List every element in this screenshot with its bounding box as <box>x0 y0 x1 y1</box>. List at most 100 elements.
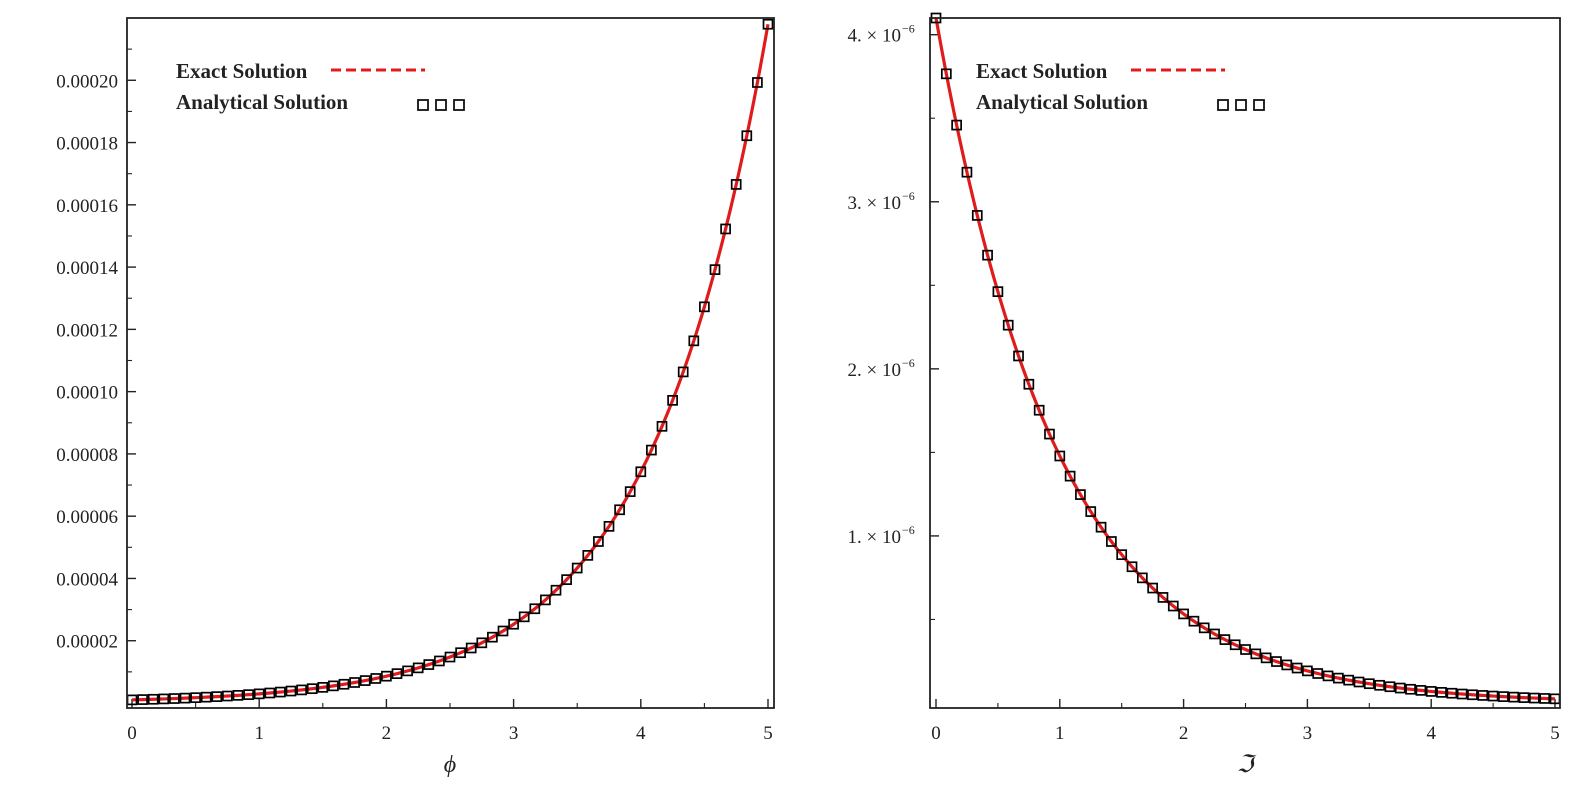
analytical-solution-point <box>1312 668 1324 679</box>
analytical-solution-point <box>253 688 265 700</box>
analytical-solution-point <box>1044 428 1055 440</box>
analytical-solution-point <box>1271 656 1282 667</box>
analytical-solution-point <box>487 631 498 643</box>
legend-entry-analytical: Analytical Solution <box>976 90 1265 114</box>
analytical-solution-point <box>1033 404 1045 416</box>
analytical-solution-point <box>540 594 551 606</box>
analytical-solution-point <box>190 692 201 704</box>
x-tick-label: 2 <box>1179 723 1189 744</box>
analytical-solution-point <box>444 651 456 663</box>
x-tick-label: 5 <box>1550 723 1560 744</box>
analytical-solution-point <box>1126 561 1138 573</box>
analytical-solution-point <box>476 637 488 649</box>
analytical-solution-point <box>1209 628 1220 640</box>
y-tick-label: 1. × 10 <box>848 527 901 548</box>
x-tick-label: 4 <box>1426 723 1436 744</box>
analytical-solution-point <box>961 166 973 178</box>
y-tick-label: 0.00004 <box>56 569 118 590</box>
analytical-solution-point <box>561 574 572 585</box>
data-marks <box>930 12 1561 705</box>
x-tick-label: 2 <box>382 723 392 744</box>
analytical-solution-point <box>1415 685 1427 696</box>
analytical-solution-point <box>1363 678 1375 690</box>
y-tick-label: 0.00006 <box>56 507 118 528</box>
analytical-solution-point <box>1332 672 1344 684</box>
analytical-solution-point <box>635 466 647 478</box>
analytical-solution-point <box>603 520 615 532</box>
x-tick-label: 4 <box>636 723 646 744</box>
analytical-solution-point <box>1425 686 1437 697</box>
analytical-solution-point <box>370 673 382 684</box>
legend-entry-exact: Exact Solution <box>976 59 1225 83</box>
analytical-solution-point <box>391 668 403 680</box>
y-tick-label: 0.00008 <box>56 445 118 466</box>
analytical-solution-point <box>1498 691 1509 702</box>
analytical-solution-point <box>1106 536 1117 547</box>
analytical-solution-point <box>1291 662 1303 674</box>
analytical-solution-point <box>1002 319 1014 331</box>
legend: Exact Solution Analytical Solution <box>176 59 465 114</box>
analytical-solution-point <box>296 684 307 696</box>
y-tick-label: 3. × 10 <box>848 193 901 214</box>
analytical-solution-point <box>1477 690 1489 701</box>
analytical-solution-point <box>179 692 191 704</box>
analytical-solution-point <box>243 689 254 700</box>
x-tick-label: 3 <box>1303 723 1313 744</box>
analytical-solution-point <box>741 130 753 142</box>
analytical-solution-point <box>1229 639 1241 651</box>
analytical-solution-point <box>1394 682 1406 694</box>
analytical-solution-point <box>1054 450 1066 462</box>
chart-panel-left: 0 1 2 3 4 5 0.00002 0.00004 0.00006 0.00008 0.0001… <box>56 17 775 778</box>
analytical-solution-point <box>306 683 318 695</box>
analytical-solution-point <box>1518 692 1530 703</box>
analytical-solution-point <box>656 420 668 432</box>
analytical-solution-point <box>992 286 1004 298</box>
analytical-solution-point <box>762 18 774 30</box>
plot-frame <box>929 17 1561 709</box>
analytical-solution-point <box>1322 670 1334 682</box>
analytical-solution-point <box>381 670 392 682</box>
x-tick-label: 5 <box>763 723 773 744</box>
analytical-solution-point <box>720 223 731 235</box>
y-tick-label: 0.00018 <box>56 134 118 155</box>
analytical-solution-point <box>423 659 435 670</box>
legend: Exact Solution Analytical Solution <box>976 59 1265 114</box>
x-axis-label: ℑ <box>1237 752 1258 778</box>
y-tick-label: 0.00020 <box>56 71 118 92</box>
x-tick-label: 0 <box>127 723 137 744</box>
analytical-solution-point <box>646 444 657 456</box>
y-tick-label: 0.00014 <box>56 258 118 279</box>
analytical-solution-point <box>222 690 233 702</box>
legend-marker-analytical <box>1235 99 1247 111</box>
legend-marker-analytical <box>417 99 429 111</box>
analytical-solution-point <box>232 690 244 701</box>
y-tick-exponent: −6 <box>902 523 915 537</box>
legend-marker-analytical <box>1217 99 1229 111</box>
analytical-solution-point <box>1095 521 1107 533</box>
x-tick-label: 0 <box>931 723 941 744</box>
analytical-solution-point <box>275 686 286 698</box>
analytical-solution-point <box>1260 652 1272 664</box>
chart-panel-right: 0 1 2 3 4 51. × 10 −62. × 10 −63. × 10 −64. × 10… <box>848 12 1561 778</box>
analytical-solution-point <box>667 394 678 406</box>
legend-marker-analytical <box>435 99 447 111</box>
analytical-solution-point <box>593 536 604 547</box>
analytical-solution-point <box>1075 489 1086 500</box>
analytical-solution-point <box>338 678 350 690</box>
analytical-solution-point <box>1023 378 1035 390</box>
analytical-solution-point <box>1219 634 1231 645</box>
analytical-solution-point <box>699 301 710 313</box>
analytical-solution-point <box>518 611 530 623</box>
legend-marker-analytical <box>453 99 465 111</box>
legend-label-exact: Exact Solution <box>976 59 1108 83</box>
analytical-solution-point <box>147 693 159 705</box>
analytical-solution-point <box>412 662 424 674</box>
y-tick-label: 2. × 10 <box>848 360 901 381</box>
exact-solution-line <box>131 23 770 702</box>
analytical-solution-point <box>1013 350 1024 362</box>
axis-ticks: 0 1 2 3 4 5 0.00002 0.00004 0.00006 0.00008 0.0001… <box>56 48 773 744</box>
analytical-solution-point <box>497 625 509 637</box>
analytical-solution-point <box>709 264 721 275</box>
analytical-solution-point <box>1188 615 1200 627</box>
analytical-solution-point <box>730 179 742 190</box>
